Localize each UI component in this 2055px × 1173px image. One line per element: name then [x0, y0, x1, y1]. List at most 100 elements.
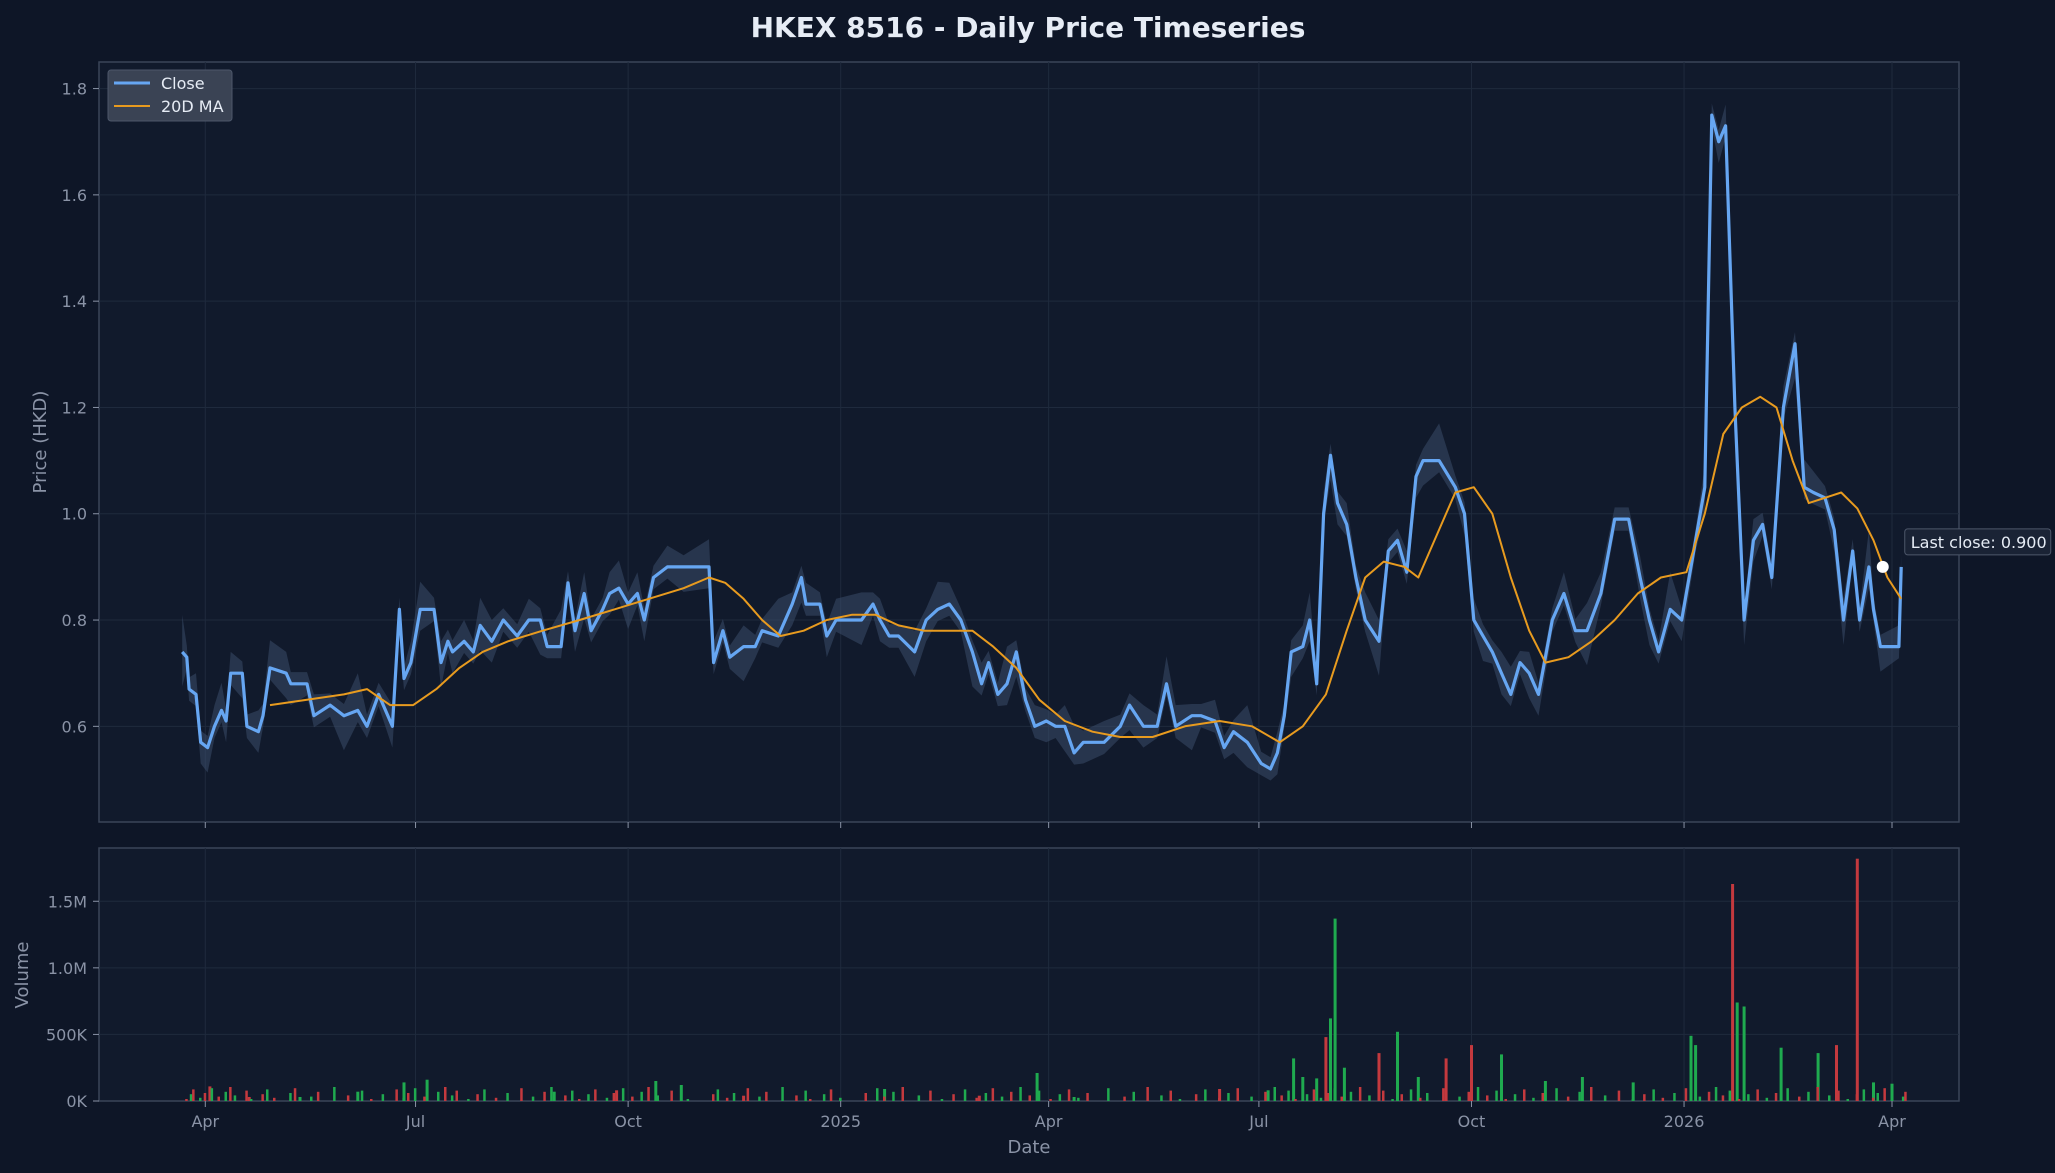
volume-bar — [1333, 1088, 1336, 1101]
price-y-tick-label: 1.0 — [62, 505, 87, 524]
volume-bar — [975, 1097, 978, 1101]
volume-bar — [1305, 1094, 1309, 1101]
volume-bar — [266, 1089, 269, 1101]
volume-bar — [1146, 1087, 1149, 1101]
volume-bar — [1543, 1081, 1547, 1101]
volume-bar — [1077, 1097, 1080, 1101]
volume-bar — [829, 1089, 833, 1101]
price-gridlines — [99, 62, 1959, 822]
volume-bar — [1470, 1045, 1473, 1101]
volume-bar — [1315, 1078, 1319, 1101]
volume-bar — [1862, 1089, 1866, 1101]
volume-bar — [621, 1088, 625, 1101]
volume-bar — [1132, 1091, 1135, 1101]
volume-bar — [1486, 1095, 1489, 1101]
volume-bar — [1266, 1090, 1270, 1101]
volume-bar — [316, 1091, 320, 1101]
volume-bar — [1495, 1090, 1498, 1101]
volume-bar — [781, 1087, 784, 1101]
volume-bar — [725, 1097, 729, 1101]
x-tick-label: Apr — [1878, 1112, 1906, 1131]
ma-line — [269, 395, 1903, 744]
volume-bar — [892, 1091, 895, 1101]
volume-bar — [1883, 1088, 1886, 1101]
volume-bar — [1218, 1089, 1222, 1101]
volume-bar — [1218, 1097, 1221, 1101]
volume-bar — [656, 1095, 659, 1101]
volume-bar — [1409, 1089, 1413, 1101]
volume-bar — [929, 1090, 932, 1101]
volume-bar — [839, 1097, 842, 1101]
volume-bar — [1500, 1054, 1503, 1101]
volume-bar — [423, 1096, 426, 1101]
volume-bar — [273, 1097, 276, 1101]
volume-bar — [1578, 1091, 1581, 1101]
volume-bar — [1835, 1045, 1838, 1101]
volume-bar — [356, 1091, 360, 1101]
volume-bar — [543, 1091, 546, 1101]
volume-bar — [395, 1089, 398, 1101]
volume-bar — [952, 1094, 955, 1101]
volume-bar — [1689, 1035, 1693, 1101]
volume-bar — [1617, 1090, 1621, 1101]
volume-bar — [552, 1091, 556, 1101]
x-tick-label: Jul — [405, 1112, 425, 1131]
volume-bar — [1123, 1096, 1126, 1101]
volume-bar — [940, 1099, 944, 1101]
volume-bar — [189, 1094, 193, 1101]
volume-bar — [381, 1094, 385, 1101]
volume-bar — [594, 1089, 597, 1101]
volume-bar — [444, 1087, 447, 1101]
volume-bar — [1340, 1096, 1343, 1101]
volume-bar — [1816, 1053, 1820, 1101]
volume-bar — [1400, 1094, 1403, 1101]
volume-bar — [1467, 1091, 1470, 1101]
volume-bar — [1765, 1097, 1769, 1101]
last-close-marker — [1876, 560, 1889, 573]
volume-bar — [1391, 1099, 1394, 1101]
volume-bar — [587, 1094, 590, 1101]
volume-bar — [210, 1088, 214, 1101]
volume-bar — [1786, 1088, 1789, 1101]
last-close-text: Last close: 0.900 — [1911, 533, 2047, 552]
volume-bar — [1737, 1099, 1741, 1101]
volume-bar — [1358, 1087, 1362, 1101]
volume-bar — [1673, 1093, 1676, 1101]
price-y-tick-label: 1.2 — [62, 398, 87, 417]
price-y-tick-label: 1.6 — [62, 186, 87, 205]
volume-bar — [425, 1079, 429, 1101]
volume-bar — [1072, 1097, 1076, 1101]
legend-ma-label: 20D MA — [161, 97, 224, 116]
volume-bar — [1698, 1096, 1702, 1101]
volume-bar — [310, 1096, 313, 1101]
volume-bar — [1731, 884, 1735, 1101]
volume-bar — [1774, 1093, 1778, 1101]
price-y-tick-label: 0.6 — [62, 717, 87, 736]
volume-bar — [1287, 1090, 1290, 1101]
volume-bar — [977, 1095, 981, 1101]
volume-bar — [1476, 1087, 1480, 1101]
chart-title: HKEX 8516 - Daily Price Timeseries — [751, 11, 1306, 44]
x-tick-label: Apr — [1035, 1112, 1063, 1131]
volume-bar — [1876, 1093, 1879, 1101]
volume-bar — [229, 1087, 232, 1101]
volume-bar — [1532, 1097, 1535, 1101]
volume-bar — [217, 1096, 220, 1101]
volume-bar — [1368, 1095, 1371, 1101]
volume-bar — [1901, 1096, 1905, 1101]
volume-bar — [746, 1088, 750, 1101]
x-tick-label: Apr — [191, 1112, 219, 1131]
volume-bar — [1280, 1095, 1283, 1101]
volume-bar — [1855, 1094, 1859, 1101]
volume-bar — [333, 1087, 336, 1101]
volume-bar — [1416, 1077, 1420, 1101]
volume-bar — [765, 1091, 768, 1101]
volume-bar — [917, 1095, 921, 1101]
volume-bar — [1756, 1089, 1759, 1101]
price-y-tick-label: 0.8 — [62, 611, 87, 630]
volume-bar — [1319, 1097, 1323, 1101]
volume-bar — [1566, 1096, 1570, 1101]
price-y-ticks: 0.6 0.8 1.0 1.2 1.4 1.6 1.8 — [62, 80, 99, 736]
volume-bar — [1169, 1090, 1172, 1101]
volume-bar — [1871, 1097, 1875, 1101]
